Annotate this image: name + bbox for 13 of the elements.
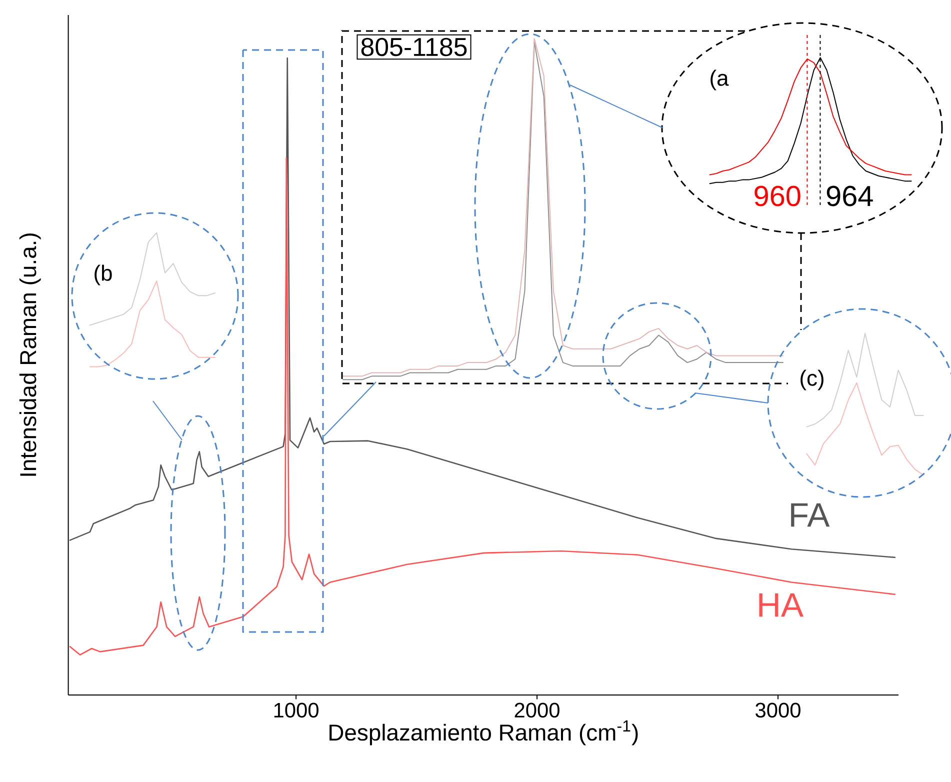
x-tick-label: 3000 [756,702,800,718]
annotation: (b [94,264,112,286]
annotation: 805-1185 [361,38,467,56]
x-tick-label: 2000 [514,702,560,718]
y-axis-title: Intensidad Raman (u.a.) [19,234,41,476]
series-label: HA [759,593,804,617]
annotation: 960 [754,186,800,206]
annotation: 964 [826,186,873,206]
annotation: (a [710,70,729,90]
annotation: (c) [800,370,824,390]
x-axis-title: Desplazamiento Raman (cm$^{-1}$) [330,720,638,746]
series-label: FA [791,503,830,527]
x-tick-label: 1000 [274,702,318,718]
